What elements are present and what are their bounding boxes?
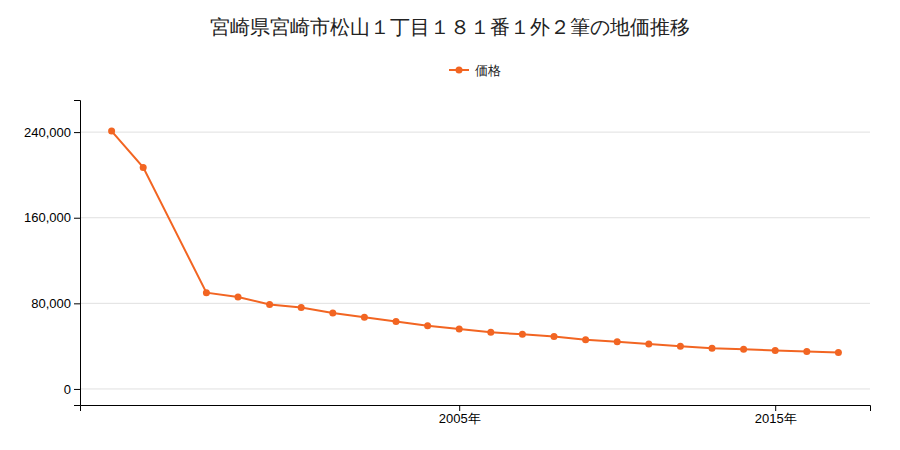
- point: [140, 164, 147, 171]
- point: [361, 314, 368, 321]
- y-tick-mark: [74, 132, 80, 133]
- point: [772, 347, 779, 354]
- point: [235, 293, 242, 300]
- point: [835, 349, 842, 356]
- y-tick: 160,000: [24, 210, 80, 225]
- y-tick: 0: [64, 382, 80, 397]
- point: [203, 289, 210, 296]
- point: [709, 345, 716, 352]
- point: [487, 329, 494, 336]
- point: [456, 326, 463, 333]
- point: [677, 343, 684, 350]
- grid-line: [80, 217, 870, 218]
- point: [582, 336, 589, 343]
- y-axis: 0 80,000 160,000 240,000: [24, 101, 81, 406]
- x-tick-label: 2005年: [439, 411, 481, 426]
- x-axis: 2005年 2015年: [81, 405, 871, 426]
- y-tick-label: 240,000: [24, 125, 71, 140]
- x-tick-mark: [775, 405, 776, 411]
- point: [108, 128, 115, 135]
- legend-item: 価格: [449, 63, 501, 78]
- point: [424, 322, 431, 329]
- chart-container: 2005年 2015年 0 80,000 160,000 240,000 宮崎県宮崎市松山１…: [0, 0, 900, 450]
- x-axis-line: [81, 406, 871, 412]
- point: [740, 346, 747, 353]
- y-tick-mark: [74, 389, 80, 390]
- x-tick: 2015年: [755, 405, 797, 426]
- point: [298, 304, 305, 311]
- y-tick: 80,000: [31, 296, 80, 311]
- grid-line: [80, 388, 870, 389]
- y-tick-label: 0: [64, 382, 71, 397]
- point: [645, 341, 652, 348]
- data-layer: [108, 128, 842, 357]
- point: [551, 333, 558, 340]
- y-tick-label: 160,000: [24, 210, 71, 225]
- point: [519, 331, 526, 338]
- legend-label: 価格: [475, 63, 501, 78]
- x-tick-label: 2015年: [755, 411, 797, 426]
- point: [329, 309, 336, 316]
- legend: 価格: [449, 63, 501, 78]
- plot-area: 2005年 2015年 0 80,000 160,000 240,000: [24, 101, 871, 427]
- line: [112, 131, 839, 353]
- point: [803, 348, 810, 355]
- grid-line: [80, 303, 870, 304]
- x-tick: 2005年: [439, 405, 481, 426]
- legend-marker: [456, 67, 463, 74]
- point: [266, 301, 273, 308]
- point: [393, 318, 400, 325]
- title: 宮崎県宮崎市松山１丁目１８１番１外２筆の地価推移: [210, 15, 690, 39]
- y-tick: 240,000: [24, 125, 80, 140]
- y-axis-line: [74, 101, 81, 406]
- grid-line: [80, 132, 870, 133]
- x-tick-mark: [459, 405, 460, 411]
- y-tick-label: 80,000: [31, 296, 71, 311]
- chart: 2005年 2015年 0 80,000 160,000 240,000 宮崎県宮崎市松山１…: [0, 0, 900, 450]
- y-tick-mark: [74, 218, 80, 219]
- point: [614, 338, 621, 345]
- y-tick-mark: [74, 303, 80, 304]
